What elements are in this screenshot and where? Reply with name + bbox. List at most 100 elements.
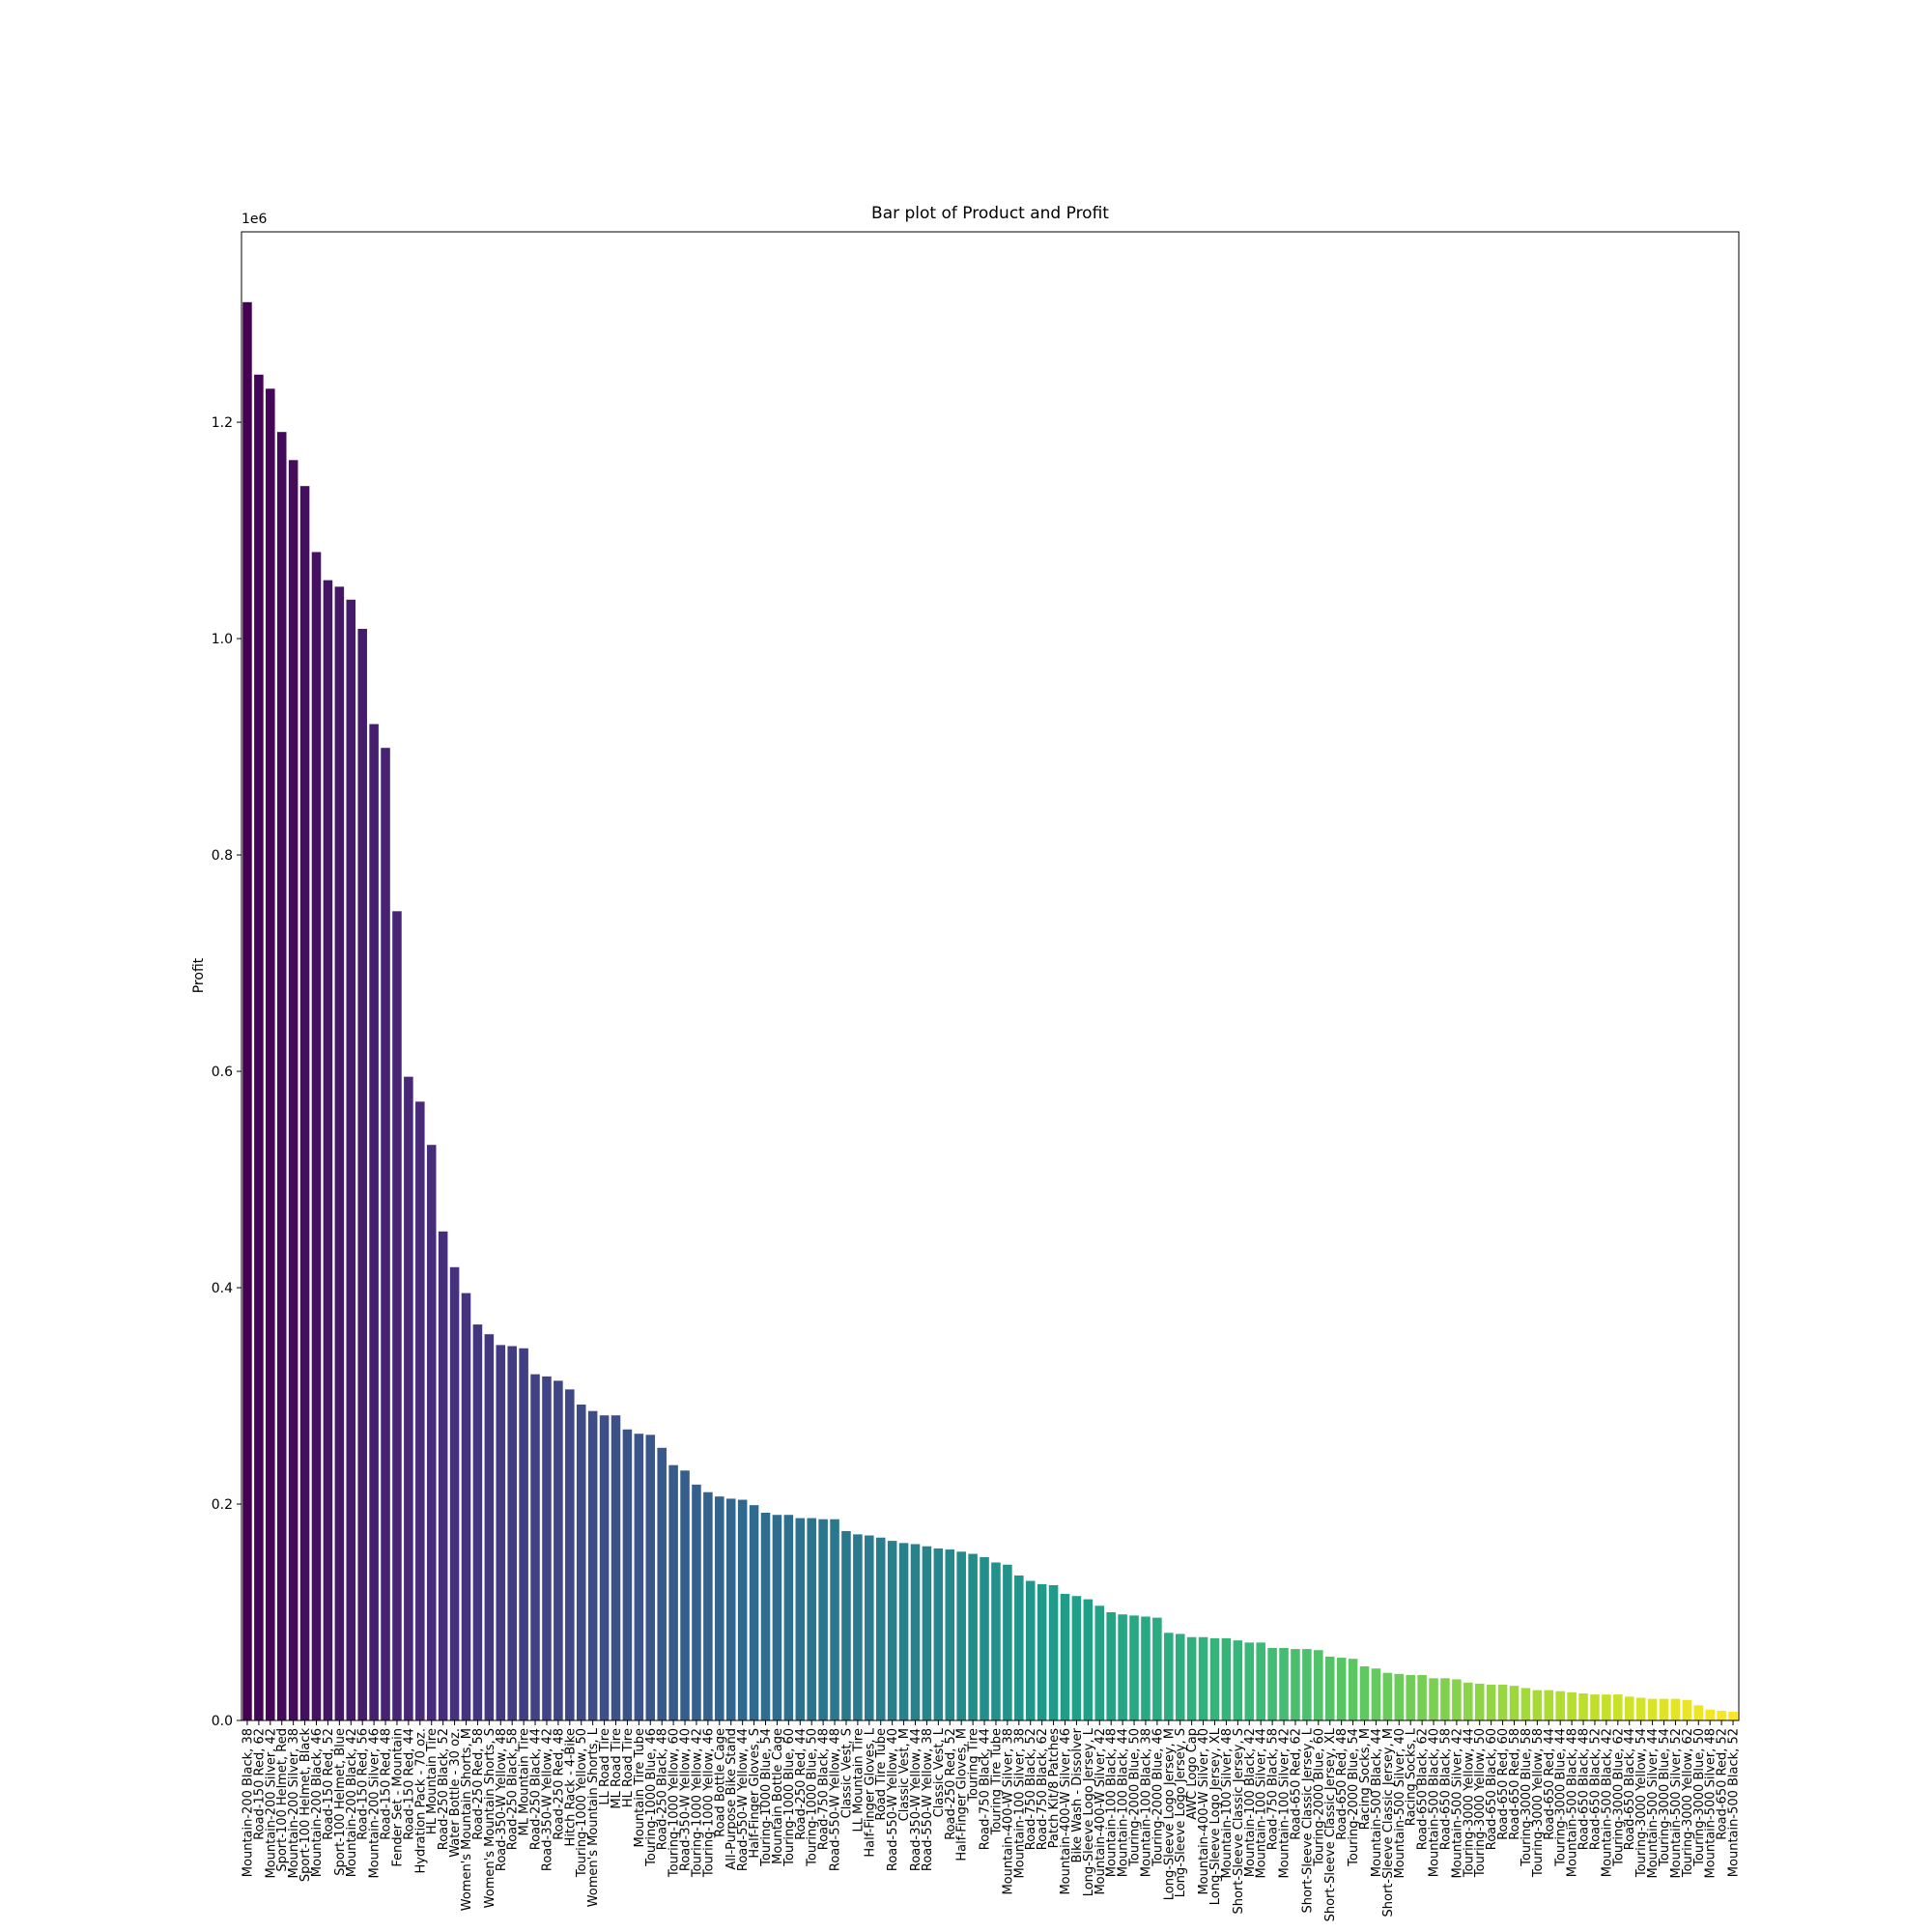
x-tick-label: Mountain-200 Silver, 46 <box>368 1728 383 1879</box>
bar <box>898 1543 909 1720</box>
x-tick-label: Long-Sleeve Logo Jersey, M <box>1162 1728 1177 1900</box>
x-tick-label: Mountain-200 Black, 38 <box>241 1728 255 1877</box>
bar <box>1705 1709 1715 1720</box>
bar <box>299 486 310 1721</box>
bar <box>576 1404 586 1720</box>
x-tick-label: Touring-3000 Blue, 50 <box>1692 1728 1707 1867</box>
x-tick-label: Women's Mountain Shorts, S <box>483 1728 497 1908</box>
x-tick-label: Classic Vest, S <box>839 1728 854 1818</box>
x-tick-label: Road-650 Black, 48 <box>1577 1728 1592 1850</box>
bar <box>980 1556 989 1720</box>
x-tick-label: Touring-1000 Yellow, 46 <box>701 1728 716 1878</box>
x-tick-label: Road-150 Red, 48 <box>380 1728 394 1840</box>
x-tick-label: Touring-3000 Yellow, 44 <box>1462 1728 1476 1878</box>
x-tick-label: Touring-1000 Blue, 50 <box>806 1728 820 1867</box>
x-tick-label: Mountain-500 Silver, 48 <box>1704 1728 1719 1879</box>
y-tick-label: 0.0 <box>212 1714 233 1729</box>
bar <box>725 1498 736 1720</box>
x-tick-label: ML Mountain Tire <box>518 1728 532 1836</box>
bar <box>1394 1673 1405 1720</box>
x-tick-label: Long-Sleeve Logo Jersey, S <box>1174 1728 1188 1897</box>
bar <box>772 1515 782 1720</box>
bar <box>1555 1690 1565 1720</box>
x-tick-label: LL Road Tire <box>598 1728 612 1805</box>
x-tick-label: Mountain-400-W Silver, 40 <box>1197 1728 1211 1895</box>
bar <box>311 552 322 1721</box>
bar <box>1497 1685 1508 1720</box>
x-tick-label: Patch Kit/8 Patches <box>1047 1728 1062 1849</box>
bar <box>668 1464 678 1720</box>
bar <box>841 1531 851 1720</box>
x-tick-label: Mountain-500 Silver, 44 <box>1646 1728 1661 1879</box>
x-tick-label: Classic Vest, M <box>897 1728 912 1821</box>
x-tick-label: Road-750 Black, 62 <box>1036 1728 1050 1850</box>
x-tick-label: Mountain-500 Silver, 52 <box>1669 1728 1684 1879</box>
x-tick-label: Short-Sleeve Classic Jersey, M <box>1381 1728 1396 1917</box>
x-tick-label: Mountain-100 Black, 48 <box>1105 1728 1120 1877</box>
bar <box>346 599 356 1721</box>
bar <box>645 1435 656 1720</box>
bar <box>611 1415 621 1720</box>
bar <box>1314 1650 1323 1720</box>
x-tick-label: Sport-100 Helmet, Blue <box>333 1728 348 1876</box>
bar <box>1279 1647 1289 1720</box>
x-tick-label: Mountain-500 Black, 48 <box>1566 1728 1580 1877</box>
bar <box>1083 1599 1094 1720</box>
bar <box>783 1515 794 1720</box>
x-tick-label: Short-Sleeve Classic Jersey, XL <box>1323 1727 1338 1921</box>
x-tick-label: Road-350-W Yellow, 40 <box>679 1728 694 1871</box>
x-tick-label: Water Bottle - 30 oz. <box>448 1728 463 1858</box>
x-tick-label: HL Mountain Tire <box>425 1728 440 1834</box>
x-tick-label: Road-350-W Yellow, 44 <box>909 1728 923 1871</box>
chart-title: Bar plot of Product and Profit <box>871 204 1109 223</box>
x-tick-label: Road-650 Red, 58 <box>1508 1728 1522 1840</box>
bar <box>1244 1642 1255 1720</box>
x-tick-label: Road-650 Red, 44 <box>1543 1728 1557 1840</box>
bar <box>554 1380 563 1720</box>
bar <box>1659 1698 1669 1720</box>
bar <box>737 1499 748 1720</box>
bar <box>1474 1683 1485 1720</box>
x-tick-label: Road-750 Black, 48 <box>817 1728 832 1850</box>
x-tick-label: Mountain-500 Black, 44 <box>1370 1728 1384 1877</box>
bar <box>1532 1690 1543 1720</box>
x-tick-label: Road Bottle Cage <box>713 1728 727 1837</box>
bar <box>1613 1694 1623 1720</box>
bar <box>587 1410 598 1720</box>
x-tick-label: Mountain Bottle Cage <box>771 1728 785 1864</box>
x-tick-label: Road-150 Red, 56 <box>356 1728 371 1840</box>
bar <box>1106 1612 1116 1720</box>
x-tick-label: Mountain-100 Silver, 42 <box>1278 1728 1293 1879</box>
x-tick-label: Road-350-W Yellow, 48 <box>495 1728 509 1871</box>
x-tick-label: Touring Tire Tube <box>989 1728 1004 1835</box>
x-tick-label: Touring-3000 Blue, 44 <box>1554 1728 1569 1867</box>
x-tick-label: Hydration Pack - 70 oz. <box>413 1728 428 1874</box>
x-tick-label: Road-250 Black, 44 <box>529 1728 544 1850</box>
y-tick-label: 1.0 <box>212 632 233 647</box>
x-tick-label: Road-650 Black, 44 <box>1623 1728 1637 1850</box>
bar <box>1256 1642 1265 1720</box>
x-tick-label: Road-550-W Yellow, 38 <box>921 1728 935 1871</box>
x-tick-label: Mountain-500 Silver, 40 <box>1393 1728 1407 1879</box>
bar <box>1152 1617 1162 1720</box>
x-tick-label: Short-Sleeve Classic Jersey, S <box>1232 1728 1246 1915</box>
bar <box>242 301 252 1721</box>
x-tick-label: Mountain-100 Black, 42 <box>1243 1728 1258 1877</box>
bar <box>426 1145 437 1720</box>
bar <box>1175 1634 1185 1720</box>
bar <box>357 629 367 1720</box>
x-tick-label: Women's Mountain Shorts, L <box>586 1727 601 1907</box>
bar <box>519 1348 528 1720</box>
x-tick-label: Touring-1000 Yellow, 50 <box>575 1728 589 1878</box>
bar <box>438 1231 448 1720</box>
y-tick-label: 0.2 <box>212 1497 233 1513</box>
bar <box>484 1334 495 1720</box>
bar <box>622 1429 633 1720</box>
x-tick-label: Hitch Rack - 4-Bike <box>563 1728 578 1846</box>
x-tick-label: Road-550-W Yellow, 48 <box>829 1728 843 1871</box>
x-tick-label: Road-250 Red, 58 <box>471 1728 486 1840</box>
bar <box>1209 1637 1220 1720</box>
bar <box>1371 1668 1381 1720</box>
